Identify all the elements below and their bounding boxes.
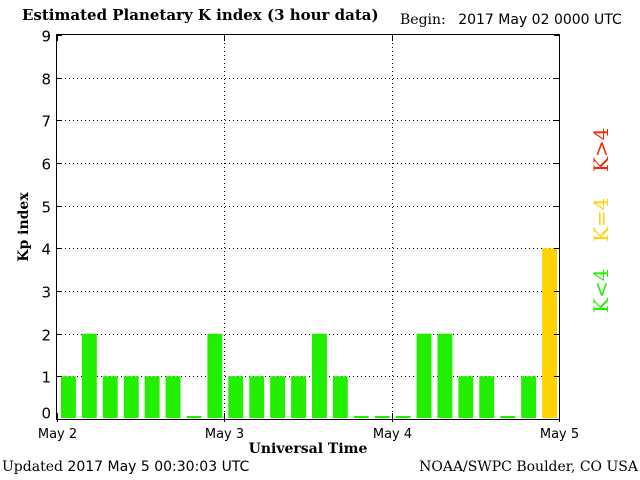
legend-high-text: K>4 bbox=[589, 127, 613, 172]
legend-mid: K=4 bbox=[589, 198, 613, 242]
kp-bar bbox=[186, 416, 202, 418]
y-axis-label: Kp index bbox=[16, 192, 32, 262]
kp-bar bbox=[228, 376, 244, 418]
kp-bar bbox=[312, 333, 327, 418]
kp-bar bbox=[500, 416, 516, 418]
x-tick-label: May 4 bbox=[373, 427, 412, 442]
kp-bar bbox=[165, 376, 181, 418]
kp-bar bbox=[123, 376, 139, 418]
kp-bar bbox=[332, 376, 348, 418]
kp-bar bbox=[102, 376, 118, 418]
updated-info: Updated 2017 May 5 00:30:03 UTC bbox=[2, 459, 249, 475]
grid-lines bbox=[57, 35, 559, 419]
y-tick-label: 8 bbox=[41, 71, 51, 89]
credit-text: NOAA/SWPC Boulder, CO USA bbox=[419, 459, 638, 475]
y-tick-label: 0 bbox=[41, 405, 51, 423]
y-tick-label: 3 bbox=[41, 284, 51, 302]
x-tick-label: May 5 bbox=[540, 427, 579, 442]
kp-bar bbox=[437, 333, 453, 418]
kp-bar bbox=[61, 376, 76, 418]
kp-bar bbox=[353, 416, 369, 418]
updated-label: Updated bbox=[2, 459, 63, 475]
chart-title: Estimated Planetary K index (3 hour data… bbox=[22, 6, 379, 24]
y-tick-label: 7 bbox=[41, 113, 51, 131]
plot-frame bbox=[56, 34, 560, 420]
kp-bar bbox=[270, 376, 286, 418]
kp-bar bbox=[542, 248, 557, 418]
y-tick-label: 5 bbox=[41, 199, 51, 217]
kp-bar bbox=[458, 376, 474, 418]
y-axis: 0 1 2 3 4 5 6 7 8 9 bbox=[41, 28, 560, 423]
begin-label: Begin: bbox=[400, 12, 446, 28]
legend-high: K>4 bbox=[589, 128, 613, 172]
y-tick-label: 4 bbox=[41, 241, 51, 259]
y-tick-label: 1 bbox=[41, 369, 51, 387]
legend-low-text: K<4 bbox=[589, 268, 613, 313]
kp-bar bbox=[144, 376, 160, 418]
legend-mid-text: K=4 bbox=[589, 197, 613, 242]
kp-bar bbox=[81, 333, 97, 418]
y-tick-label: 2 bbox=[41, 327, 51, 345]
begin-info: Begin: 2017 May 02 0000 UTC bbox=[400, 12, 622, 28]
y-tick-label: 9 bbox=[41, 28, 51, 46]
kp-bar bbox=[374, 416, 390, 418]
begin-value: 2017 May 02 0000 UTC bbox=[458, 12, 622, 28]
bars bbox=[61, 248, 557, 418]
x-tick-label: May 2 bbox=[38, 427, 77, 442]
kp-bar bbox=[521, 376, 537, 418]
kp-bar bbox=[416, 333, 432, 418]
updated-value: 2017 May 5 00:30:03 UTC bbox=[67, 459, 250, 475]
y-tick-label: 6 bbox=[41, 156, 51, 174]
x-tick-label: May 3 bbox=[205, 427, 244, 442]
kp-bar bbox=[249, 376, 265, 418]
x-axis-label: Universal Time bbox=[249, 441, 368, 457]
x-axis: May 2 May 3 May 4 May 5 bbox=[38, 35, 579, 442]
kp-bar bbox=[207, 333, 223, 418]
kp-bar bbox=[291, 376, 306, 418]
legend-low: K<4 bbox=[589, 269, 613, 313]
kp-bar bbox=[395, 416, 411, 418]
kp-bar bbox=[479, 376, 495, 418]
